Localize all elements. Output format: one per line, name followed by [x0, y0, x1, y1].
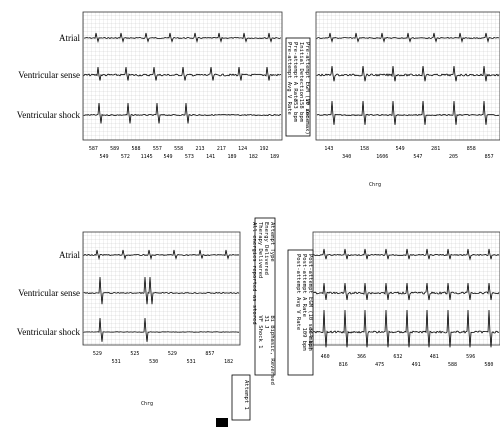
info-text: Bi Biphasic, Reversed	[269, 315, 275, 385]
info-text: VF Shock 1	[257, 315, 263, 348]
marker-label: 549	[163, 154, 172, 160]
marker-label: 587	[89, 146, 98, 152]
content: Atrial Ventricular sense Ventricular shock…	[17, 11, 500, 427]
marker-label: 529	[93, 351, 102, 357]
info-text: Initial Detection	[298, 42, 304, 98]
marker-label: 143	[324, 146, 333, 152]
trace	[316, 32, 500, 44]
marker-label: 182	[249, 154, 258, 160]
info-text: 344 bpm	[307, 328, 313, 352]
marker-label: 205	[449, 154, 458, 160]
trace	[83, 102, 282, 124]
marker-label: 366	[357, 354, 366, 360]
marker-label: 217	[217, 146, 226, 152]
info-text: Post-attempt EGM (10 sec max)	[307, 254, 313, 350]
trace	[83, 66, 282, 81]
ecg-strip	[315, 11, 500, 141]
marker-label: 189	[270, 154, 279, 160]
marker-label: 141	[206, 154, 215, 160]
info-text: VF Zone	[304, 99, 310, 122]
marker-label: 549	[396, 146, 405, 152]
info-text: Pre-attempt Avg V Rate	[286, 42, 292, 115]
marker-label: 632	[393, 354, 402, 360]
marker-label: 192	[259, 146, 268, 152]
marker-label: 530	[149, 359, 158, 365]
info-text: 353 bpm	[292, 99, 298, 123]
trace	[313, 248, 500, 261]
marker-label: 857	[205, 351, 214, 357]
marker-label: 596	[466, 354, 475, 360]
trace	[83, 276, 240, 305]
marker-label: 531	[187, 359, 196, 365]
marker-label: 213	[195, 146, 204, 152]
info-text: Post-attempt Avg V Rate	[295, 254, 301, 330]
info-text: Attempt 1	[243, 380, 249, 410]
info-box	[285, 37, 311, 137]
chrg-label: Chrg	[141, 401, 153, 407]
marker-label: 558	[174, 146, 183, 152]
channel-label: Ventricular sense	[18, 70, 80, 80]
info-text: 158 bpm	[298, 99, 304, 123]
marker-label: 1606	[376, 154, 388, 160]
info-text: 109 bpm	[301, 328, 307, 352]
marker-label: 1145	[141, 154, 153, 160]
info-text: Therapy Delivered	[257, 222, 263, 278]
info-text: 31 J	[263, 315, 269, 328]
marker-label: 481	[430, 354, 439, 360]
marker-label: 189	[227, 154, 236, 160]
trace	[313, 309, 500, 348]
info-box	[287, 249, 314, 376]
info-text: Energy Delivered	[263, 222, 269, 275]
ecg-strip	[82, 231, 241, 346]
marker-label: 124	[238, 146, 247, 152]
marker-label: 557	[153, 146, 162, 152]
marker-label: 529	[168, 351, 177, 357]
channel-label: Ventricular shock	[17, 327, 81, 337]
marker-label: 588	[448, 362, 457, 368]
channel-label: Atrial	[59, 250, 80, 260]
marker-label: 182	[224, 359, 233, 365]
marker-label: 589	[110, 146, 119, 152]
black-square	[216, 418, 228, 427]
trace	[316, 100, 500, 125]
marker-label: 816	[339, 362, 348, 368]
trace	[83, 249, 240, 261]
marker-label: 549	[99, 154, 108, 160]
info-text: Pre-attempt EGM (10 sec max)	[304, 42, 310, 135]
trace	[83, 317, 239, 342]
trace	[83, 32, 282, 44]
info-box	[231, 374, 251, 421]
marker-label: 491	[412, 362, 421, 368]
channel-label: Ventricular sense	[18, 288, 80, 298]
info-text: Attempt Type	[269, 222, 275, 262]
trace	[316, 65, 500, 82]
marker-label: 525	[130, 351, 139, 357]
marker-label: 460	[321, 354, 330, 360]
marker-label: 281	[431, 146, 440, 152]
channel-label: Atrial	[59, 33, 80, 43]
chrg-label: Chrg	[369, 182, 381, 188]
marker-label: 158	[360, 146, 369, 152]
info-box	[254, 217, 276, 376]
marker-label: 572	[121, 154, 130, 160]
marker-label: 573	[185, 154, 194, 160]
info-text: All energies reported as stored	[251, 222, 257, 325]
marker-label: 580	[484, 362, 493, 368]
marker-label: 531	[112, 359, 121, 365]
trace	[313, 282, 500, 301]
marker-label: 858	[467, 146, 476, 152]
marker-label: 857	[485, 154, 494, 160]
info-text: Post-attempt A Rate	[301, 254, 307, 317]
info-text: Pre-attempt A Rate	[292, 42, 298, 102]
marker-label: 588	[131, 146, 140, 152]
marker-label: 475	[375, 362, 384, 368]
ecg-strip	[82, 11, 283, 141]
marker-label: 340	[342, 154, 351, 160]
channel-label: Ventricular shock	[17, 110, 81, 120]
marker-label: 547	[413, 154, 422, 160]
